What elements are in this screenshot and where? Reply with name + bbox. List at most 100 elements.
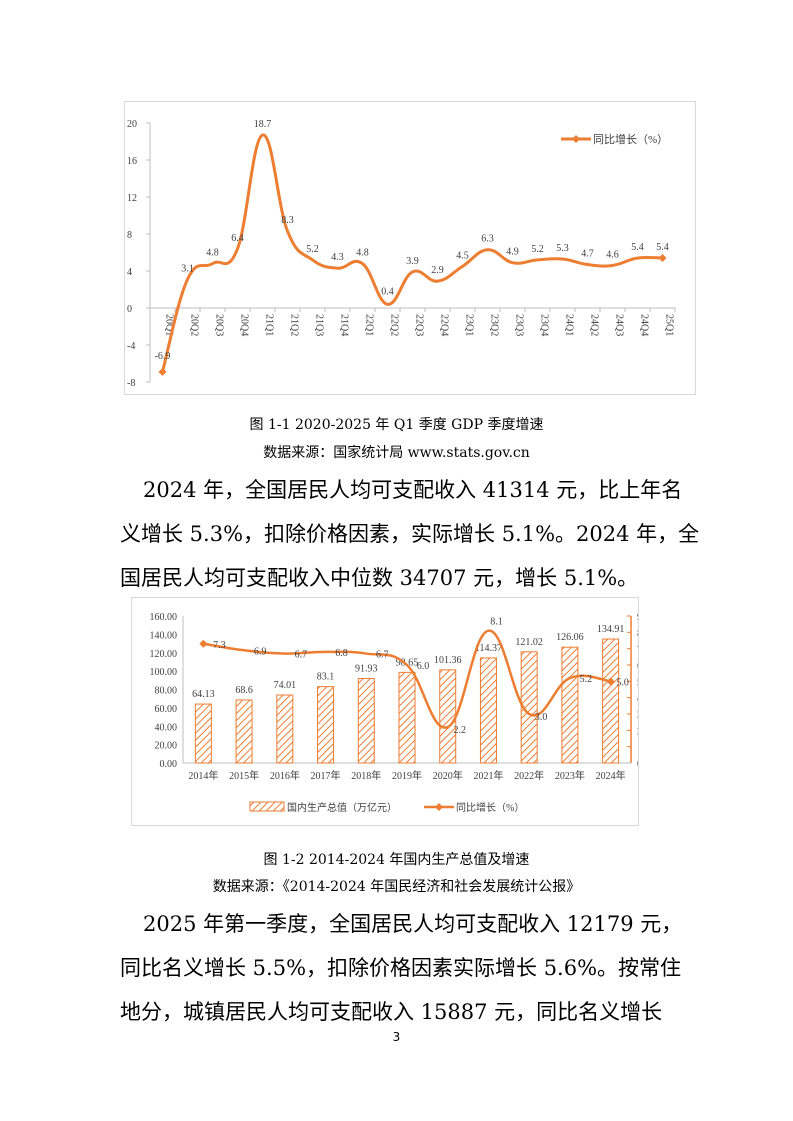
x-tick-label: 21Q3 [314, 314, 325, 336]
gdp-quarterly-growth-svg: 20 16 12 8 4 0 -4 -8 20Q1 20Q2 20Q3 20Q4 21Q1 21Q2 21Q… [127, 119, 676, 389]
x-tick-label: 24Q4 [639, 314, 650, 336]
gdp-bar-label: 74.01 [274, 680, 297, 691]
paragraph-2-line-2: 同比名义增长 5.5%，扣除价格因素实际增长 5.6%。按常住 [120, 956, 682, 980]
gdp-bar [235, 699, 253, 764]
growth-data-label: 6.7 [295, 650, 308, 661]
left-tick-label: 160.00 [150, 612, 178, 623]
right-tick-label: 3 [637, 710, 638, 721]
x-tick-label: 2015年 [229, 769, 259, 782]
gdp-bar [276, 694, 294, 764]
gdp-annual-chart: 160.00 140.00 120.00 100.00 80.00 60.00 40.00 2… [131, 597, 642, 826]
growth-point-marker [158, 367, 167, 376]
left-tick-label: 60.00 [155, 704, 178, 715]
growth-data-label: 5.2 [306, 244, 319, 255]
x-tick-label: 20Q4 [239, 314, 250, 336]
paragraph-1-line-3: 国居民人均可支配收入中位数 34707 元，增长 5.1%。 [120, 566, 639, 590]
x-tick-label: 20Q3 [214, 314, 225, 336]
gdp-bar-label: 68.6 [235, 685, 253, 696]
legend-line-label: 同比增长（%） [456, 801, 524, 814]
y-tick-label: -4 [127, 341, 135, 352]
gdp-bar-label: 98.65 [396, 657, 419, 668]
legend-bar-swatch [249, 801, 285, 812]
y-tick-label: 20 [127, 119, 137, 130]
x-tick-label: 22Q1 [364, 314, 375, 336]
x-tick-label: 23Q3 [514, 314, 525, 336]
growth-data-label: 4.6 [606, 249, 619, 260]
growth-data-label: 2.9 [431, 265, 444, 276]
x-tick-label: 21Q4 [339, 314, 350, 336]
growth-data-label: 6.8 [335, 648, 348, 659]
growth-data-label: 3.0 [535, 712, 548, 723]
growth-point-marker [658, 254, 667, 263]
x-tick-label: 24Q3 [614, 314, 625, 336]
growth-data-label: 6.3 [481, 234, 494, 245]
gdp-bar-label: 126.06 [556, 632, 584, 643]
growth-data-label: 3.9 [406, 256, 419, 267]
gdp-quarterly-growth-chart: 20 16 12 8 4 0 -4 -8 20Q1 20Q2 20Q3 20Q4 21Q1 21Q2 21Q… [124, 101, 696, 395]
x-tick-label: 2020年 [433, 769, 463, 782]
growth-point-marker [199, 639, 208, 648]
gdp-bar [561, 646, 579, 764]
left-tick-label: 20.00 [155, 741, 178, 752]
right-tick-label: 6 [637, 661, 638, 672]
paragraph-1-line-1: 2024 年，全国居民人均可支配收入 41314 元，比上年名 [143, 478, 683, 502]
gdp-bar-label: 134.91 [597, 624, 625, 635]
x-tick-label: 2022年 [514, 769, 544, 782]
left-tick-label: 100.00 [150, 667, 178, 678]
growth-data-label: 5.2 [580, 674, 593, 685]
figure-2-caption: 图 1-2 2014-2024 年国内生产总值及增速 [263, 852, 530, 868]
x-tick-label: 22Q4 [439, 314, 450, 336]
figure-1-caption: 图 1-1 2020-2025 年 Q1 季度 GDP 季度增速 [249, 417, 544, 433]
y-tick-label: -8 [127, 378, 135, 389]
growth-data-label: 5.0 [616, 677, 629, 688]
gdp-bar-label: 101.36 [434, 655, 462, 666]
growth-data-label: 7.3 [213, 640, 226, 651]
paragraph-2-line-1: 2025 年第一季度，全国居民人均可支配收入 12179 元， [143, 912, 683, 936]
gdp-bar [357, 678, 375, 764]
right-tick-label: 9 [637, 612, 638, 623]
x-tick-label: 21Q2 [289, 314, 300, 336]
gdp-bar-label: 64.13 [192, 689, 215, 700]
gdp-bar [398, 671, 416, 764]
growth-data-label: 6.9 [254, 646, 267, 657]
gdp-bar [317, 686, 335, 764]
left-tick-label: 0.00 [160, 759, 178, 770]
legend-label: 同比增长（%） [593, 132, 668, 146]
right-tick-label: 4 [637, 694, 638, 705]
x-tick-label: 23Q4 [539, 314, 550, 336]
growth-data-label: 6.4 [231, 233, 244, 244]
x-tick-label: 22Q3 [414, 314, 425, 336]
gdp-bar [194, 703, 212, 764]
growth-data-label: 4.5 [456, 250, 469, 261]
gdp-bar [602, 638, 620, 764]
gdp-bar [479, 657, 497, 764]
x-tick-label: 23Q2 [489, 314, 500, 336]
growth-data-label: 8.3 [281, 215, 294, 226]
left-tick-label: 40.00 [155, 722, 178, 733]
growth-data-label: 4.9 [506, 247, 519, 258]
growth-data-label: 4.8 [356, 248, 369, 259]
x-tick-label: 25Q1 [664, 314, 675, 336]
legend-line-marker [435, 803, 443, 811]
x-tick-label: 22Q2 [389, 314, 400, 336]
gdp-bar-label: 121.02 [515, 637, 543, 648]
growth-data-label: 5.3 [556, 243, 569, 254]
right-tick-label: 8 [637, 628, 638, 639]
growth-data-label: 5.2 [531, 244, 544, 255]
growth-data-label: 5.4 [656, 242, 669, 253]
growth-data-label: 2.2 [453, 725, 466, 736]
x-tick-label: 23Q1 [464, 314, 475, 336]
growth-series-line [203, 629, 611, 729]
page-number: 3 [392, 1030, 401, 1044]
growth-data-label: 0.4 [381, 286, 394, 297]
x-tick-label: 2019年 [392, 769, 422, 782]
right-tick-label: 0 [637, 759, 638, 770]
y-tick-label: 0 [127, 304, 132, 315]
growth-point-marker [606, 677, 615, 686]
right-tick-label: 5 [637, 677, 638, 688]
right-tick-label: 1 [637, 743, 638, 754]
x-tick-label: 2023年 [555, 769, 585, 782]
paragraph-2-line-3: 地分，城镇居民人均可支配收入 15887 元，同比名义增长 [120, 1000, 663, 1024]
x-tick-label: 2017年 [311, 769, 341, 782]
x-tick-label: 2018年 [351, 769, 381, 782]
